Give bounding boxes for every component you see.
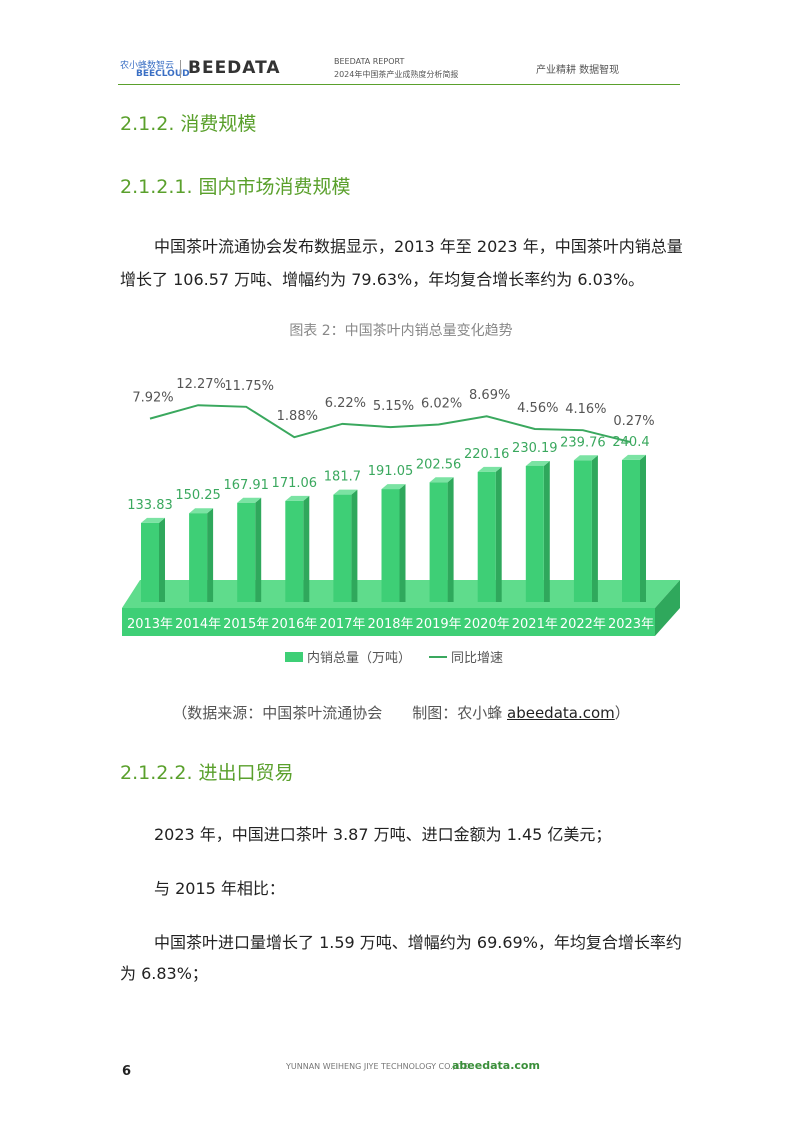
x-tick-label: 2023年 [608,617,654,632]
x-tick-label: 2016年 [271,617,317,632]
data-label: 11.75% [224,379,274,394]
source-text: （数据来源：中国茶叶流通协会 制图：农小蜂 [172,704,507,722]
floor-front [122,608,655,636]
bar-side [207,508,214,602]
bar [573,460,592,602]
floor-side [655,580,680,636]
data-label: 6.02% [421,396,462,411]
report: BEEDATA REPORT [334,57,405,66]
data-label: 239.76 [560,435,606,450]
bar-top [573,455,598,461]
data-label: 191.05 [368,464,414,479]
bar-top [477,466,502,472]
bar-top [141,517,165,523]
header-rule [118,84,680,85]
brand: BEEDATA [188,58,281,78]
site: abeedata.com [452,1059,540,1072]
data-label: 0.27% [613,414,654,429]
bar-side [495,466,502,602]
heading: 2.1.2.2. 进出口贸易 [120,762,294,784]
data-label: 8.69% [469,388,510,403]
paragraph: 与 2015 年相比： [154,879,285,898]
bar-side [399,484,406,602]
paragraph-line: 增长了 106.57 万吨、增幅约为 79.63%，年均复合增长率约为 6.03… [120,270,645,289]
bar-side [303,495,310,602]
x-tick-label: 2021年 [512,617,558,632]
heading: 2.1.2. 消费规模 [120,113,257,135]
legend-label: 内销总量（万吨） [307,650,411,666]
bar-top [622,454,646,460]
data-label: 150.25 [175,488,221,503]
bar [477,471,496,602]
x-tick-label: 2017年 [319,617,365,632]
bar [622,459,640,602]
chart-title: 图表 2：中国茶叶内销总量变化趋势 [289,323,513,339]
bar-top [285,495,310,501]
source-link[interactable]: abeedata.com [507,704,615,722]
brand-en: BEECLOUD [136,69,190,79]
data-label: 181.7 [324,470,361,485]
bar [381,489,400,602]
bar-top [429,477,454,483]
data-label: 1.88% [277,409,318,424]
data-label: 240.4 [612,435,649,450]
line [149,404,632,444]
heading: 2.1.2.1. 国内市场消费规模 [120,176,351,198]
x-tick-label: 2013年 [127,617,173,632]
bar [429,482,448,602]
bar-side [159,517,165,602]
page-number: 6 [122,1064,132,1079]
company: YUNNAN WEIHENG JIYE TECHNOLOGY CO.,LTD. [286,1062,473,1071]
report-title: 2024年中国茶产业成熟度分析简报 [334,70,459,79]
paragraph: 2023 年，中国进口茶叶 3.87 万吨、进口金额为 1.45 亿美元； [154,825,612,844]
bar [141,522,159,602]
bar-side [640,454,646,602]
bar-top [525,460,550,466]
data-label: 4.56% [517,401,558,416]
data-label: 12.27% [176,377,226,392]
data-label: 167.91 [223,478,269,493]
bar-side [591,455,598,602]
bar [237,502,256,602]
bar-top [189,508,214,514]
bar-top [381,484,406,490]
x-tick-label: 2018年 [367,617,413,632]
data-label: 230.19 [512,441,558,456]
data-label: 171.06 [272,476,318,491]
slogan: 产业精耕 数据智现 [536,65,620,76]
brand-cn: 农小蜂数智云 [120,61,175,71]
bar-side [543,460,550,602]
divider [180,60,181,78]
data-label: 202.56 [416,457,462,472]
source: （数据来源：中国茶叶流通协会 制图：农小蜂 abeedata.com） [0,702,802,723]
bar [333,494,352,602]
bar [285,500,304,602]
x-tick-label: 2014年 [175,617,221,632]
data-label: 4.16% [565,402,606,417]
bar-side [255,497,262,602]
x-tick-label: 2015年 [223,617,269,632]
paragraph-line: 中国茶叶进口量增长了 1.59 万吨、增幅约为 69.69%，年均复合增长率约 [154,933,682,952]
data-label: 133.83 [127,498,173,513]
bar-top [237,497,262,503]
x-tick-label: 2022年 [560,617,606,632]
bar-side [351,489,358,602]
legend-label: 同比增速 [451,651,503,666]
x-tick-label: 2019年 [416,617,462,632]
paragraph-line: 为 6.83%； [120,964,208,983]
paragraph-line: 中国茶叶流通协会发布数据显示，2013 年至 2023 年，中国茶叶内销总量 [154,237,683,256]
bar [525,465,544,602]
data-label: 220.16 [464,447,510,462]
bar-top [333,489,358,495]
x-tick-label: 2020年 [464,617,510,632]
data-label: 6.22% [325,396,366,411]
bar-side [447,477,454,602]
source-text: ） [614,704,630,722]
legend-swatch [285,652,303,662]
data-label: 7.92% [132,391,173,406]
data-label: 5.15% [373,399,414,414]
bar [189,513,208,602]
